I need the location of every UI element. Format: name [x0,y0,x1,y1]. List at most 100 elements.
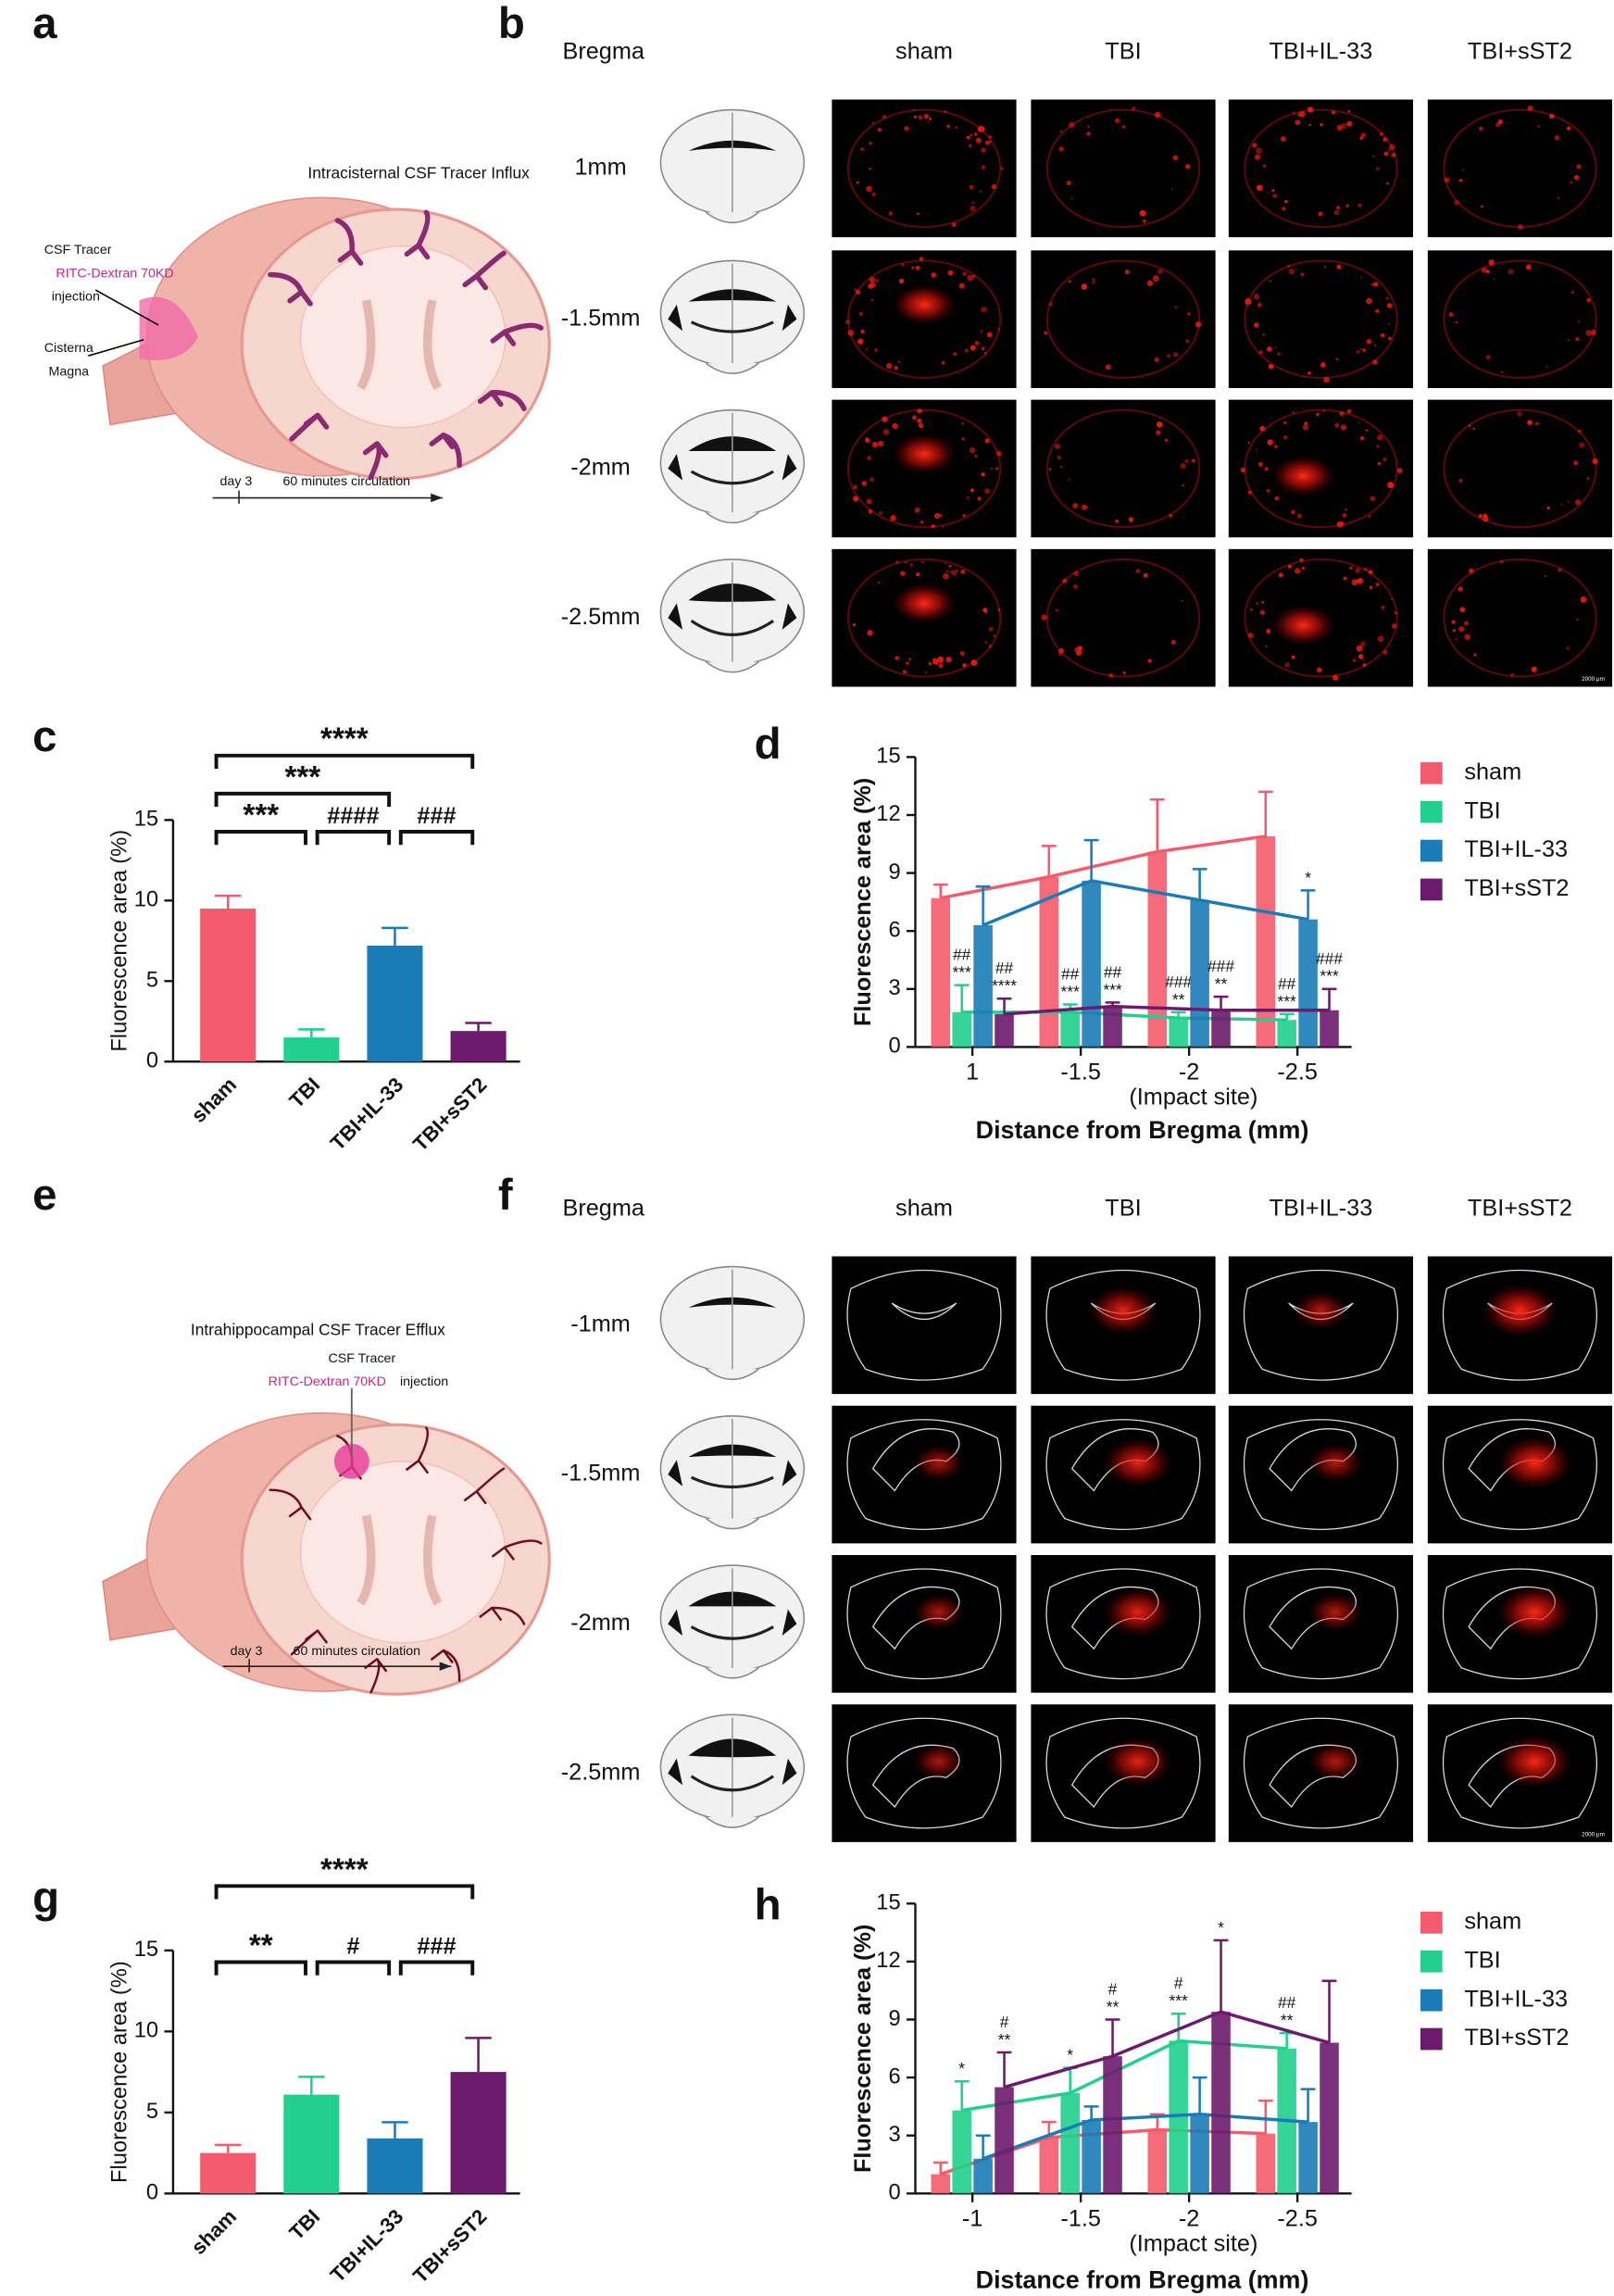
slice-outline [1243,1269,1399,1381]
ventricle [357,1514,443,1606]
tracer-signal [1346,120,1353,127]
legend-swatch [1420,1989,1443,2012]
column-header: TBI [1105,39,1141,65]
tracer-signal [967,274,974,282]
tracer-signal [845,320,851,325]
significance-label: # [1174,1974,1183,1992]
tracer-signal [972,274,976,278]
tracer-signal [1075,649,1082,657]
bar [1277,1020,1296,1048]
tracer-signal [1257,461,1263,467]
legend-swatch [1420,2027,1443,2051]
tracer-signal [1245,298,1252,306]
atlas-base [705,362,759,374]
bar [931,2174,951,2194]
tracer-signal [1257,302,1262,307]
bar [367,946,423,1062]
slice-outline [1045,1419,1201,1530]
tracer-signal [956,569,959,572]
tracer-signal [923,113,929,119]
tracer-signal [1274,496,1280,501]
significance-label: ** [1172,990,1185,1009]
tracer-signal [1586,297,1591,303]
tracer-signal [1493,278,1495,281]
tracer-signal [1258,350,1263,355]
tracer-signal [1109,108,1112,111]
tracer-signal [1195,321,1202,328]
tracer-signal [970,345,977,351]
vessel [289,412,330,442]
tracer-signal [1454,199,1459,206]
x-tick-label: -2.5 [1277,2205,1318,2231]
y-tick-label: 15 [876,1891,900,1915]
vessel [477,390,527,412]
tracer-signal [990,467,993,470]
bar [283,1037,340,1062]
bar [1169,2040,1188,2194]
micrograph [1427,99,1613,238]
tracer-signal [1308,123,1311,127]
tracer-signal [877,127,882,132]
tracer-signal [1266,345,1272,352]
row-label: -2.5mm [561,604,641,630]
tracer-signal [928,117,932,121]
bar [1147,851,1168,1048]
tracer-signal [993,634,996,638]
tracer-signal [949,571,952,574]
tracer-signal [1301,566,1306,571]
tracer-signal [868,508,873,514]
bar [931,897,951,1048]
tracer-signal [1377,635,1384,643]
y-axis-title: Fluorescence area (%) [107,1961,131,2183]
tracer-signal [1585,330,1593,337]
tracer-signal [1444,177,1450,183]
tracer-signal [983,351,987,356]
tracer-blob [1102,1737,1173,1787]
tracer-signal [1570,290,1575,295]
tracer-signal [981,147,986,153]
x-tick-label: -2.5 [1277,1060,1318,1085]
tracer-signal [1269,280,1271,282]
tracer-signal [1255,147,1262,155]
tracer-signal [852,484,857,490]
tracer-signal [1282,434,1288,440]
vessel [404,209,431,260]
slice-edge [846,558,1002,678]
label: Cisterna [44,341,94,356]
tracer-signal [1356,578,1362,584]
tracer-signal [981,306,987,313]
tracer-signal [1396,468,1403,474]
slice-outline [1243,1419,1399,1530]
tracer-signal [1253,322,1259,328]
error-bar [214,894,242,910]
tracer-signal [959,651,965,657]
y-tick-label: 15 [134,1938,158,1962]
tracer-signal [962,271,967,277]
significance-label: *** [1278,992,1297,1010]
tracer-signal [1072,503,1079,508]
error-bar [996,2051,1012,2088]
bar [1060,2092,1080,2194]
tracer-signal [875,279,880,283]
legend-label: TBI [1464,1947,1500,1973]
bar [1103,1006,1122,1048]
tracer-signal [970,488,975,493]
significance-label: *** [284,760,320,795]
tracer-signal [1377,461,1382,466]
tracer-signal [1073,571,1080,577]
tracer-signal [1352,659,1357,663]
bar [1103,2056,1122,2194]
row-label: 1mm [574,155,626,181]
row-label: -1mm [570,1311,631,1336]
tracer-blob [1496,1436,1573,1490]
tracer-signal [973,132,978,136]
y-tick-label: 9 [888,2007,900,2031]
slice-edge [1443,558,1597,678]
tracer-signal [1358,654,1364,659]
micrograph [1031,548,1216,687]
tracer-signal [1338,521,1345,527]
tracer-signal [1340,424,1347,431]
tracer-signal [1452,629,1457,633]
tracer-signal [1273,445,1278,449]
